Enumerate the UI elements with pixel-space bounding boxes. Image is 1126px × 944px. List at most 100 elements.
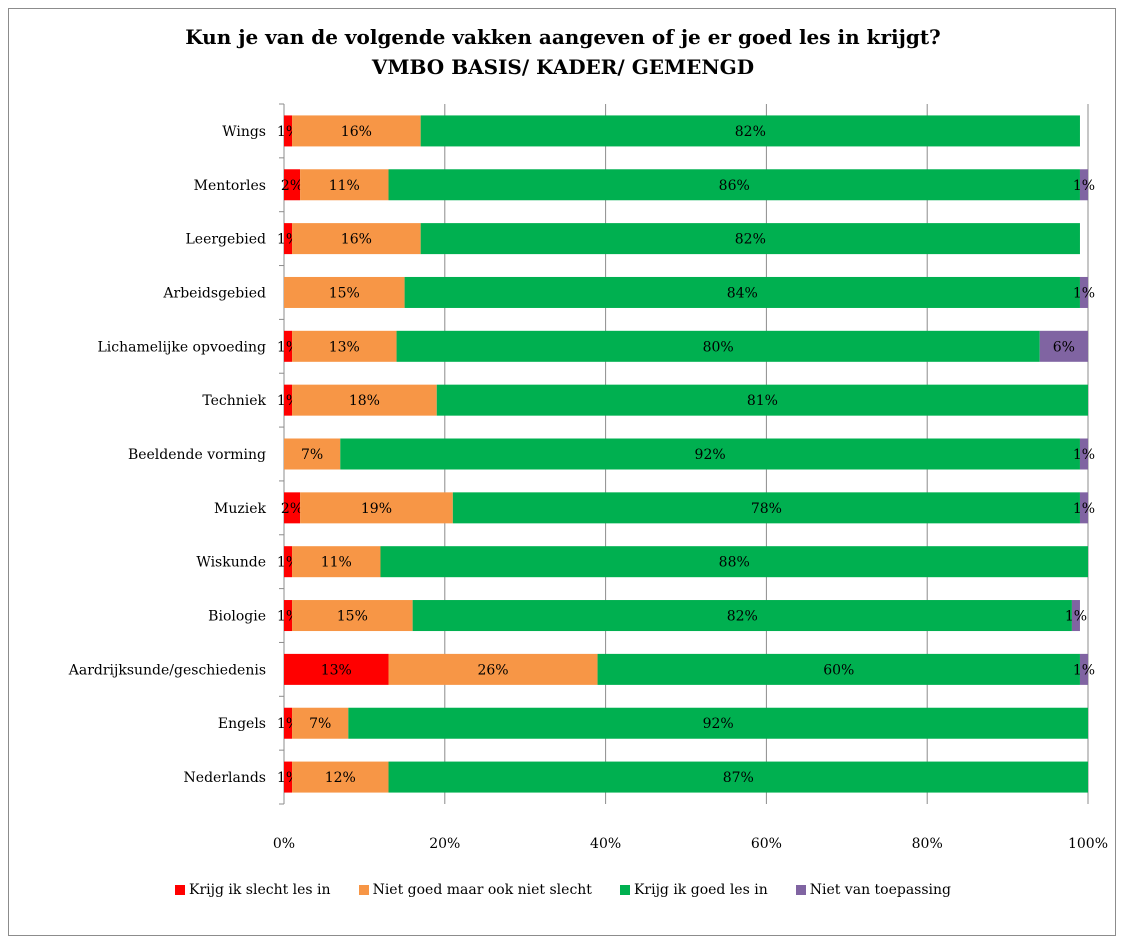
category-label: Lichamelijke opvoeding <box>98 339 267 355</box>
bar-segment <box>284 492 301 524</box>
bar-segment <box>1039 330 1088 362</box>
data-label: 11% <box>329 178 360 194</box>
x-tick-label: 20% <box>429 836 460 852</box>
bar-segment <box>292 330 397 362</box>
bar-segment <box>597 653 1080 685</box>
bar-segment <box>348 707 1088 739</box>
data-label: 1% <box>1065 609 1087 625</box>
data-label: 11% <box>321 555 352 571</box>
bar-segment <box>300 492 453 524</box>
bar-segment <box>380 546 1089 578</box>
bar-segment <box>284 115 293 147</box>
data-label: 1% <box>1073 447 1095 463</box>
bar-segment <box>436 384 1088 416</box>
data-label: 84% <box>727 285 758 301</box>
bar-segment <box>1071 600 1080 632</box>
bar-segment <box>396 330 1040 362</box>
x-tick-label: 60% <box>751 836 782 852</box>
data-label: 16% <box>341 124 372 140</box>
bar-segment <box>292 707 349 739</box>
data-label: 7% <box>301 447 323 463</box>
category-label: Nederlands <box>184 770 266 786</box>
category-label: Beeldende vorming <box>128 447 266 463</box>
data-label: 86% <box>719 178 750 194</box>
data-label: 7% <box>309 716 331 732</box>
bar-segment <box>284 276 405 308</box>
bar-segment <box>420 223 1080 255</box>
data-label: 6% <box>1053 339 1075 355</box>
bar-segment <box>1079 438 1088 470</box>
data-label: 87% <box>723 770 754 786</box>
bar-segment <box>1079 492 1088 524</box>
x-tick-label: 80% <box>912 836 943 852</box>
bar-segment <box>412 600 1072 632</box>
bar-segment <box>292 115 421 147</box>
category-label: Wings <box>222 124 266 140</box>
legend-label: Niet goed maar ook niet slecht <box>372 882 592 898</box>
bar-segment <box>388 653 598 685</box>
bar-segment <box>284 761 293 793</box>
bar-segment <box>300 169 389 201</box>
bar-segment <box>1079 276 1088 308</box>
bar-segment <box>292 223 421 255</box>
data-label: 1% <box>1073 662 1095 678</box>
bar-segment <box>388 169 1080 201</box>
legend-item: Krijg ik slecht les in <box>174 882 331 898</box>
bar-segment <box>284 169 301 201</box>
category-label: Leergebied <box>186 232 267 248</box>
legend-item: Niet goed maar ook niet slecht <box>358 882 592 898</box>
bar-segment <box>284 546 293 578</box>
category-label: Biologie <box>208 609 266 625</box>
data-label: 15% <box>337 609 368 625</box>
bar-segment <box>284 223 293 255</box>
data-label: 1% <box>1073 285 1095 301</box>
bar-segment <box>1079 653 1088 685</box>
data-label: 15% <box>329 285 360 301</box>
bar-segment <box>388 761 1088 793</box>
category-label: Mentorles <box>194 178 266 194</box>
bar-segment <box>452 492 1080 524</box>
category-label: Wiskunde <box>196 555 266 571</box>
bar-segment <box>404 276 1080 308</box>
data-label: 12% <box>325 770 356 786</box>
bar-segment <box>284 330 293 362</box>
x-tick-label: 100% <box>1068 836 1108 852</box>
data-label: 80% <box>703 339 734 355</box>
chart-title: Kun je van de volgende vakken aangeven o… <box>0 22 1126 82</box>
data-label: 26% <box>477 662 508 678</box>
data-label: 2% <box>281 178 303 194</box>
legend-label: Krijg ik goed les in <box>633 882 768 898</box>
category-label: Muziek <box>214 501 266 517</box>
data-label: 13% <box>329 339 360 355</box>
legend-item: Niet van toepassing <box>795 882 952 898</box>
data-label: 88% <box>719 555 750 571</box>
category-label: Arbeidsgebied <box>162 285 266 301</box>
data-label: 81% <box>747 393 778 409</box>
legend-swatch <box>619 885 630 895</box>
data-label: 16% <box>341 232 372 248</box>
bar-segment <box>292 546 381 578</box>
legend-item: Krijg ik goed les in <box>619 882 768 898</box>
bar-segment <box>420 115 1080 147</box>
legend-label: Niet van toepassing <box>809 882 952 898</box>
legend-swatch <box>174 885 185 895</box>
legend-swatch <box>358 885 369 895</box>
category-label: Aardrijksunde/geschiedenis <box>68 662 266 678</box>
bar-segment <box>292 761 389 793</box>
data-label: 82% <box>735 124 766 140</box>
data-label: 78% <box>751 501 782 517</box>
data-label: 2% <box>281 501 303 517</box>
data-label: 13% <box>321 662 352 678</box>
x-tick-label: 40% <box>590 836 621 852</box>
bar-segment <box>292 384 437 416</box>
category-label: Engels <box>218 716 266 732</box>
x-tick-label: 0% <box>273 836 295 852</box>
data-label: 92% <box>703 716 734 732</box>
bar-segment <box>284 600 293 632</box>
data-label: 82% <box>727 609 758 625</box>
data-label: 60% <box>823 662 854 678</box>
bar-segment <box>284 653 389 685</box>
data-label: 1% <box>1073 501 1095 517</box>
bar-segment <box>1079 169 1088 201</box>
